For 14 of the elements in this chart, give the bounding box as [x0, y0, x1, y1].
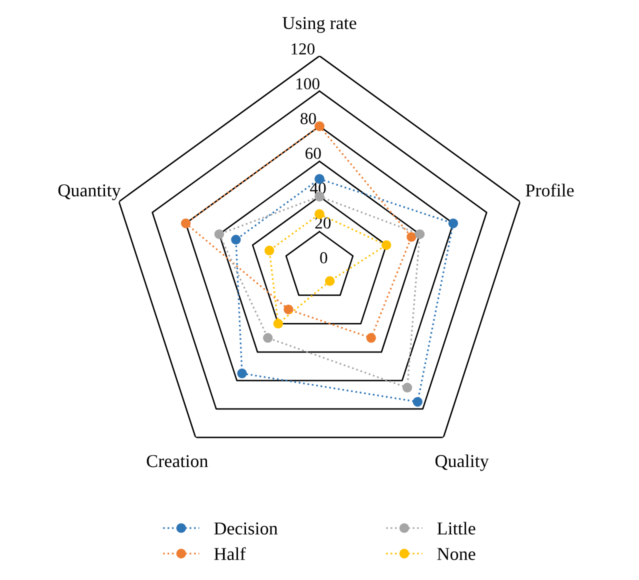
y-tick-label: 120: [292, 43, 315, 55]
legend-label: Decision: [214, 522, 278, 535]
y-tick-label: 80: [300, 112, 316, 124]
spoke-label: Quality: [435, 454, 489, 471]
y-tick-label: 60: [306, 148, 321, 160]
y-tick-label: 100: [296, 78, 320, 90]
spoke-label: Profile: [526, 184, 574, 196]
legend-label: None: [437, 548, 476, 560]
spoke-label: Creation: [146, 455, 208, 468]
spoke-label: Quantity: [58, 184, 121, 200]
y-tick-label: 0: [320, 252, 328, 264]
spoke-label: Using rate: [282, 17, 356, 33]
legend-label: Half: [214, 547, 246, 560]
legend-label: Little: [437, 522, 476, 535]
